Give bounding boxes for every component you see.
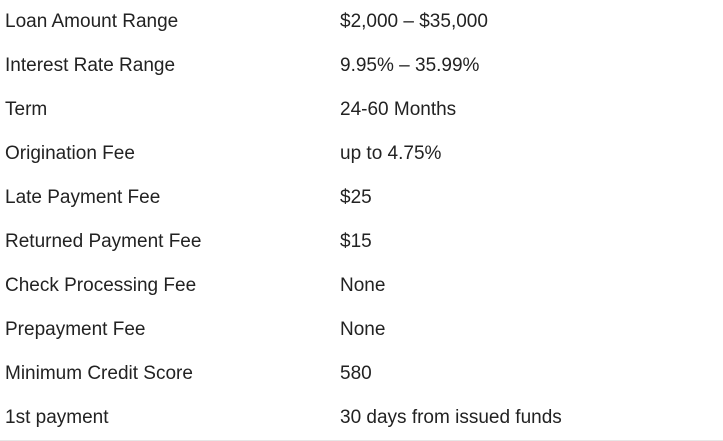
- table-row: 1st payment 30 days from issued funds: [0, 396, 723, 441]
- row-value: 9.95% – 35.99%: [340, 55, 480, 76]
- table-row: Returned Payment Fee $15: [0, 220, 723, 264]
- table-row: Check Processing Fee None: [0, 264, 723, 308]
- row-value: up to 4.75%: [340, 143, 442, 164]
- table-row: Origination Fee up to 4.75%: [0, 132, 723, 176]
- row-value: $2,000 – $35,000: [340, 11, 488, 32]
- row-value: $25: [340, 187, 372, 208]
- table-row: Loan Amount Range $2,000 – $35,000: [0, 0, 723, 44]
- row-label: Origination Fee: [5, 143, 135, 164]
- table-row: Minimum Credit Score 580: [0, 352, 723, 396]
- table-row: Term 24-60 Months: [0, 88, 723, 132]
- row-label: Interest Rate Range: [5, 55, 176, 76]
- row-label: Minimum Credit Score: [5, 363, 193, 384]
- row-label: Loan Amount Range: [5, 11, 179, 32]
- table-row: Late Payment Fee $25: [0, 176, 723, 220]
- row-value: $15: [340, 231, 372, 252]
- row-value: 24-60 Months: [340, 99, 457, 120]
- table-row: Interest Rate Range 9.95% – 35.99%: [0, 44, 723, 88]
- row-label: Term: [5, 99, 48, 120]
- row-label: Late Payment Fee: [5, 187, 161, 208]
- row-value: None: [340, 275, 386, 296]
- row-label: Returned Payment Fee: [5, 231, 202, 252]
- row-value: 30 days from issued funds: [335, 396, 723, 441]
- row-value: None: [340, 319, 386, 340]
- table-row: Prepayment Fee None: [0, 308, 723, 352]
- row-label: 1st payment: [0, 396, 335, 441]
- row-label: Check Processing Fee: [5, 275, 197, 296]
- row-value: 580: [340, 363, 372, 384]
- row-label: Prepayment Fee: [5, 319, 146, 340]
